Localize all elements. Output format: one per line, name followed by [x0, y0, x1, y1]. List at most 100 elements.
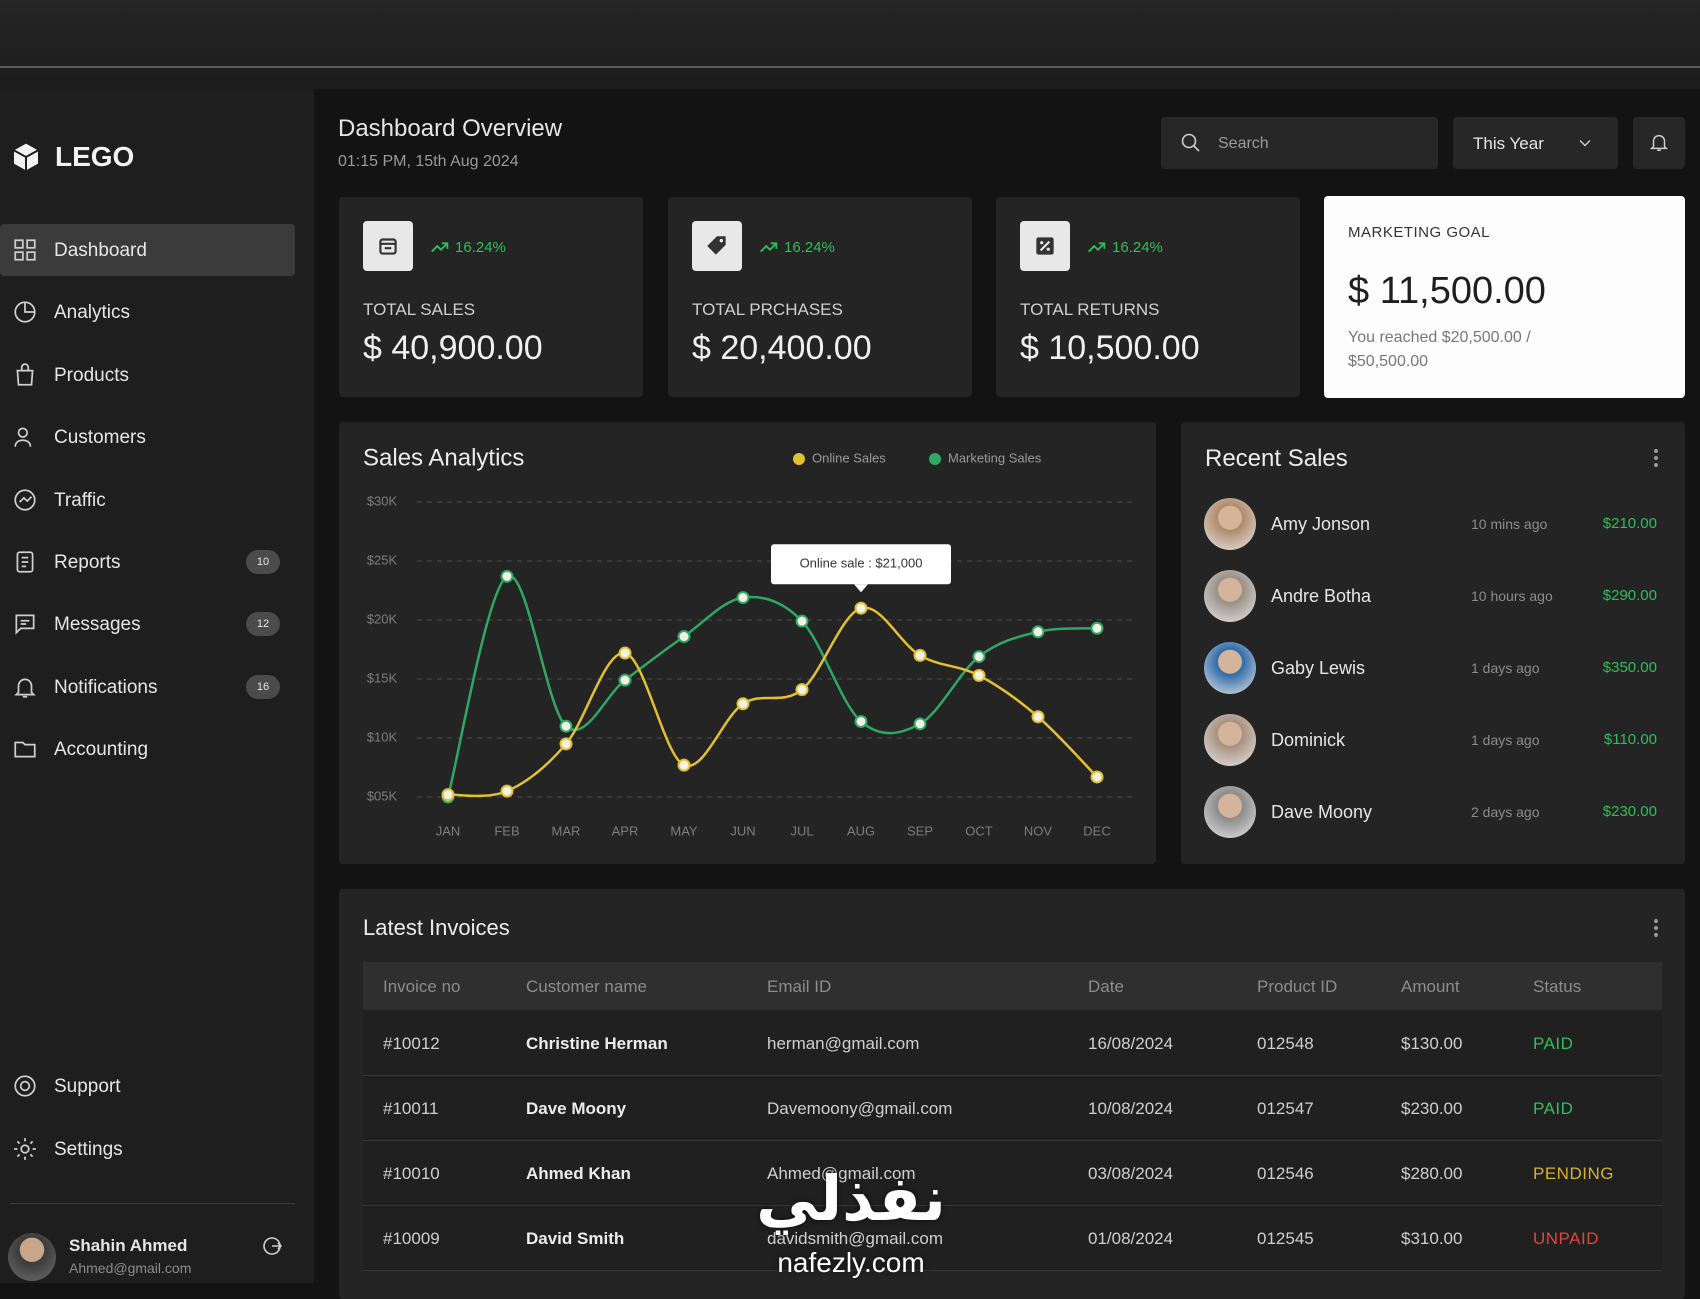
column-header: Date — [1088, 977, 1124, 996]
nav-item[interactable]: Traffic — [0, 474, 295, 526]
series-line — [447, 606, 1098, 798]
nav-icon-shape — [26, 239, 36, 249]
table-cell: $130.00 — [1401, 1034, 1463, 1053]
bell-button[interactable] — [1633, 117, 1685, 169]
stat-value: $ 20,400.00 — [692, 329, 872, 367]
nav-label: Notifications — [54, 676, 158, 698]
table-cell: #10011 — [383, 1099, 439, 1118]
x-tick-label: MAY — [670, 823, 698, 838]
nav-icon — [14, 1075, 36, 1097]
more-menu[interactable] — [1653, 919, 1659, 939]
card-title: Latest Invoices — [363, 915, 510, 940]
sale-name: Gaby Lewis — [1271, 658, 1366, 678]
chart-card: Sales Analytics Online Sales Marketing Sal… — [339, 422, 1156, 864]
table-cell: #10009 — [383, 1229, 440, 1248]
stat-label: TOTAL PRCHASES — [692, 300, 843, 319]
nav-badge-text: 12 — [256, 618, 270, 631]
y-tick-label: $05K — [367, 788, 398, 803]
nav-label: Dashboard — [54, 240, 147, 261]
period-select[interactable]: This Year — [1453, 117, 1618, 169]
series-point — [795, 683, 809, 697]
tooltip-pointer — [854, 584, 868, 593]
table-row[interactable] — [363, 1011, 1662, 1076]
table-cell: David Smith — [526, 1229, 625, 1248]
search-placeholder: Search — [1218, 135, 1269, 152]
logo-icon-shape — [13, 149, 39, 171]
sale-time: 2 days ago — [1471, 804, 1540, 820]
nav-label: Analytics — [54, 302, 131, 324]
table-row[interactable] — [363, 1141, 1662, 1206]
nav-badge-text: 10 — [256, 556, 270, 568]
x-tick-label: OCT — [965, 823, 993, 838]
search-box[interactable]: Search — [1161, 117, 1438, 169]
nav-item[interactable]: Products — [0, 349, 295, 401]
nav-label: Messages — [54, 614, 141, 636]
nav-item[interactable]: Support — [0, 1060, 295, 1112]
table-cell: 012546 — [1257, 1164, 1314, 1183]
sale-time: 10 mins ago — [1471, 516, 1548, 532]
search-icon-shape — [1181, 133, 1197, 149]
nav-badge-text: 16 — [256, 680, 270, 693]
user-name: Shahin Ahmed — [69, 1236, 188, 1255]
stat-label: TOTAL RETURNS — [1020, 300, 1160, 319]
series-point — [854, 714, 868, 728]
x-tick-label: DEC — [1083, 823, 1110, 838]
sale-time: 1 days ago — [1471, 732, 1540, 748]
sale-name: Dominick — [1271, 730, 1346, 750]
nav-icon — [14, 488, 36, 511]
period-label: This Year — [1473, 134, 1544, 153]
stat-label: TOTAL SALES — [363, 300, 476, 319]
sale-name: Dave Moony — [1271, 802, 1373, 822]
stat-icon — [1036, 237, 1054, 255]
nav-item[interactable]: Accounting — [0, 723, 295, 775]
series-point — [736, 591, 750, 605]
legend-label: Marketing Sales — [948, 450, 1042, 465]
nav-icon-shape — [16, 551, 34, 573]
nav-label: Reports — [54, 552, 121, 573]
table-row[interactable] — [363, 1206, 1662, 1271]
nav-icon-shape — [16, 363, 34, 386]
nav-item[interactable]: Settings — [0, 1123, 295, 1175]
trend-icon-shape — [431, 242, 449, 253]
nav-icon-shape — [14, 1138, 36, 1160]
nav-icon-shape — [20, 1144, 30, 1154]
series-point — [677, 758, 691, 772]
nav-icon-shape — [20, 620, 30, 626]
more-menu[interactable] — [1653, 449, 1659, 469]
table-cell: Christine Herman — [526, 1034, 668, 1053]
y-tick-label: $10K — [367, 729, 398, 744]
nav-item[interactable]: Notifications 16 — [0, 661, 295, 713]
table-row[interactable] — [363, 1076, 1662, 1141]
stat-card: 16.24% TOTAL RETURNS $ 10,500.00 — [996, 197, 1300, 397]
bell-icon — [1649, 134, 1669, 151]
nav-icon — [14, 678, 36, 698]
nav-item[interactable]: Reports 10 — [0, 536, 295, 588]
x-tick-label: JUN — [730, 823, 755, 838]
goal-value: $ 11,500.00 — [1348, 270, 1546, 312]
sale-amount: $210.00 — [1602, 515, 1657, 532]
table-cell: davidsmith@gmail.com — [767, 1229, 943, 1248]
more-dot — [1654, 933, 1658, 937]
nav-item[interactable]: Customers — [0, 411, 295, 463]
series-point — [854, 601, 868, 615]
recent-sales-card: Recent Sales Amy Jonson 10 mins ago $210.00… — [1181, 422, 1685, 864]
table-cell: 012545 — [1257, 1229, 1314, 1248]
legend-swatch — [929, 453, 941, 465]
nav-label: Accounting — [54, 739, 149, 761]
stat-value: $ 10,500.00 — [1020, 329, 1200, 367]
table-cell: 012547 — [1257, 1099, 1314, 1118]
x-tick-label: AUG — [847, 823, 875, 838]
logout-icon — [263, 1237, 283, 1255]
table-cell: $280.00 — [1401, 1164, 1463, 1183]
sale-avatar — [1204, 786, 1256, 838]
nav-icon-shape — [14, 239, 24, 249]
series-point — [559, 719, 573, 733]
table-cell: PENDING — [1533, 1164, 1614, 1183]
nav-item[interactable]: Analytics — [0, 286, 295, 338]
sale-amount: $290.00 — [1602, 587, 1657, 604]
nav-item[interactable]: Messages 12 — [0, 598, 295, 650]
nav-item[interactable]: Dashboard — [0, 224, 295, 276]
